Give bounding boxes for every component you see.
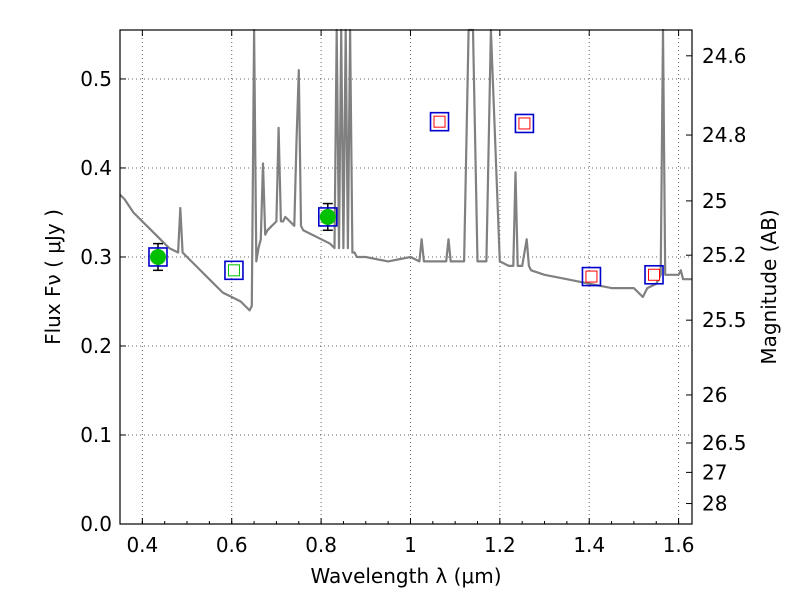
model-point	[585, 270, 598, 283]
model-box	[429, 111, 450, 132]
y-tick-label: 0.1	[80, 423, 112, 447]
model-point	[433, 115, 446, 128]
y-tick-label: 0.3	[80, 245, 112, 269]
model-box	[148, 247, 168, 267]
right-tick-label: 24.8	[702, 123, 747, 147]
y-tick-label: 0.2	[80, 334, 112, 358]
right-axis-label: Magnitude (AB)	[757, 209, 781, 364]
model-box	[514, 113, 535, 134]
right-tick-label: 25.2	[702, 243, 747, 267]
x-tick-label: 1.6	[663, 533, 695, 557]
y-tick-label: 0.0	[80, 512, 112, 536]
right-tick-label: 24.6	[702, 44, 747, 68]
model-point	[518, 117, 531, 130]
model-box	[224, 260, 244, 281]
x-tick-label: 1.2	[484, 533, 516, 557]
right-tick-label: 26	[702, 383, 727, 407]
right-tick-label: 25	[702, 189, 727, 213]
spectrum-line	[119, 28, 692, 312]
data-point	[319, 208, 336, 225]
right-tick-label: 25.5	[702, 308, 747, 332]
model-point	[648, 268, 661, 281]
x-tick-label: 1.4	[573, 533, 605, 557]
data-point	[149, 248, 166, 265]
x-tick-label: 0.6	[216, 533, 248, 557]
points-layer	[148, 111, 664, 287]
model-box	[317, 207, 338, 227]
y-tick-label: 0.5	[80, 67, 112, 91]
x-tick-label: 1	[404, 533, 417, 557]
model-box	[644, 264, 664, 285]
model-box	[581, 266, 602, 287]
right-tick-label: 26.5	[702, 431, 747, 455]
x-tick-label: 0.4	[126, 533, 158, 557]
y-axis-label: Flux Fν ( μJy )	[41, 209, 65, 345]
x-axis-label: Wavelength λ (μm)	[310, 564, 501, 588]
plot-frame	[119, 29, 693, 525]
right-tick-label: 28	[702, 492, 727, 516]
right-tick-label: 27	[702, 460, 727, 484]
series-layer	[119, 28, 692, 312]
model-point	[227, 264, 240, 277]
y-tick-label: 0.4	[80, 156, 112, 180]
ticks-layer: 0.4 0.6 0.8 1 1.2 1.4 1.6 0.0 0.1 0.2 0.3 0.4 0.5 24.…	[80, 30, 747, 557]
x-tick-label: 0.8	[305, 533, 337, 557]
